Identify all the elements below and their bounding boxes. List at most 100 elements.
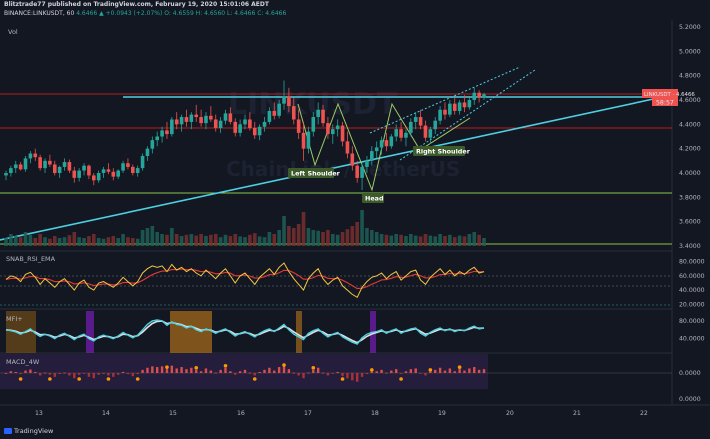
candle-body <box>448 103 452 115</box>
volume-bar <box>301 212 306 246</box>
macd-bar <box>170 365 174 373</box>
macd-bar <box>477 369 481 373</box>
candle-body <box>389 136 394 147</box>
candle-body <box>38 157 42 169</box>
publish-info: Blitztrade77 published on TradingView.co… <box>4 1 269 8</box>
macd-bar <box>346 373 349 379</box>
mfi-tick-label: 40.0000 <box>679 336 705 343</box>
time-tick-label: 22 <box>640 410 648 417</box>
macd-bar <box>248 372 252 374</box>
candle-body <box>174 119 179 125</box>
candle-body <box>306 131 311 149</box>
candle-body <box>126 163 130 167</box>
macd-bar <box>429 371 432 373</box>
macd-bar <box>219 369 222 373</box>
volume-bar <box>345 229 350 246</box>
candle-body <box>374 147 379 152</box>
price-tick-label: 3.8000 <box>679 194 701 201</box>
time-tick-label: 17 <box>304 410 312 417</box>
volume-bar <box>218 237 223 246</box>
volume-bar <box>121 234 125 246</box>
macd-bar <box>321 372 325 374</box>
macd-bar <box>190 367 193 373</box>
left-shoulder-annotation[interactable]: Left Shoulder <box>288 168 341 178</box>
candle-body <box>33 153 38 158</box>
candle-body <box>409 121 413 133</box>
macd-bar <box>473 367 476 373</box>
price-tick-label: 5.0000 <box>679 48 701 55</box>
macd-bar <box>29 369 32 373</box>
candle-body <box>355 165 359 178</box>
macd-bar <box>297 373 300 376</box>
macd-bar <box>434 369 437 373</box>
volume-bar <box>204 236 208 246</box>
candle-body <box>23 158 28 170</box>
volume-bar <box>4 238 8 246</box>
volume-bar <box>423 234 428 246</box>
macd-bar <box>380 369 383 373</box>
ohlc-readout: 4.6466 ▲ +0.0943 (+2.07%) O: 4.6559 H: 4… <box>76 10 287 17</box>
macd-bar <box>302 373 305 379</box>
volume-bar <box>62 237 67 246</box>
volume-bar <box>248 234 252 246</box>
macd-bar <box>287 369 291 373</box>
candle-body <box>72 170 77 178</box>
macd-bar <box>175 368 178 373</box>
candle-body <box>394 129 399 137</box>
macd-bar <box>409 369 413 373</box>
candle-body <box>482 94 486 98</box>
candle-body <box>91 175 96 181</box>
candle-body <box>199 117 203 124</box>
footer-brand[interactable]: TradingView <box>4 427 53 435</box>
volume-bar <box>262 237 267 246</box>
volume-bar <box>72 232 77 246</box>
macd-axis: 0.0000 0.0000 <box>679 370 701 403</box>
volume-bar <box>413 235 418 246</box>
macd-bar <box>204 368 208 373</box>
volume-bar <box>101 238 106 246</box>
candle-body <box>472 92 477 100</box>
volume-bar <box>321 232 325 246</box>
candle-body <box>150 140 155 149</box>
candle-body <box>467 100 472 108</box>
macd-bar <box>312 369 315 373</box>
mfi-tick-label: 80.0000 <box>679 318 705 325</box>
price-tick-label: 4.2000 <box>679 146 701 153</box>
macd-bar <box>107 373 110 376</box>
symbol[interactable]: BINANCE:LINKUSDT, 60 <box>4 10 75 17</box>
right-shoulder-label: Right Shoulder <box>416 148 471 156</box>
uptrend-line[interactable] <box>0 94 673 241</box>
volume-bar <box>145 228 150 246</box>
macd-signal-dot <box>194 366 199 370</box>
volume-bar <box>18 237 23 246</box>
volume-bar <box>57 238 62 246</box>
volume-bars <box>4 210 486 246</box>
right-shoulder-annotation[interactable]: Right Shoulder <box>413 146 471 156</box>
volume-bar <box>472 232 477 246</box>
candle-body <box>135 168 140 173</box>
volume-bar <box>267 232 272 246</box>
volume-bar <box>257 236 262 246</box>
candle-body <box>248 119 252 128</box>
macd-bar <box>243 369 247 373</box>
head-annotation[interactable]: Head <box>362 193 384 203</box>
volume-bar <box>96 238 101 246</box>
macd-bar <box>112 373 115 377</box>
macd-bar <box>199 371 203 373</box>
volume-bar <box>243 237 247 246</box>
macd-tick-label: 0.0000 <box>679 370 701 377</box>
macd-histogram <box>4 363 486 382</box>
volume-bar <box>228 236 233 246</box>
macd-signal-dot <box>135 377 140 381</box>
time-tick-label: 16 <box>237 410 245 417</box>
macd-bar <box>414 368 417 373</box>
volume-bar <box>252 233 257 246</box>
macd-bar <box>404 371 408 373</box>
volume-bar <box>457 235 462 246</box>
macd-bar <box>448 368 452 373</box>
volume-bar <box>106 237 111 246</box>
volume-bar <box>316 230 320 246</box>
volume-bar <box>355 222 359 246</box>
volume-bar <box>272 234 277 246</box>
